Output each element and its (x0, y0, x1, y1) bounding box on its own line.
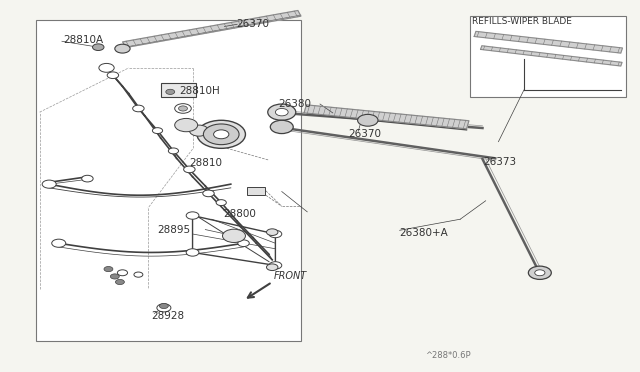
Circle shape (52, 239, 66, 247)
Circle shape (134, 272, 143, 277)
Circle shape (179, 106, 188, 111)
Polygon shape (474, 31, 623, 53)
Circle shape (168, 148, 179, 154)
Circle shape (535, 270, 545, 276)
Polygon shape (123, 10, 301, 48)
Circle shape (166, 89, 175, 94)
Circle shape (269, 230, 282, 238)
Circle shape (99, 63, 114, 72)
Circle shape (132, 105, 144, 112)
Circle shape (82, 175, 93, 182)
Circle shape (529, 266, 551, 279)
Bar (36, 20, 301, 341)
Circle shape (117, 270, 127, 276)
Bar (470, 16, 626, 97)
Circle shape (104, 266, 113, 272)
Text: 28810H: 28810H (179, 86, 220, 96)
Circle shape (157, 304, 171, 312)
Text: 26370: 26370 (349, 129, 381, 139)
Circle shape (266, 229, 278, 235)
Bar (246, 187, 264, 195)
Circle shape (159, 304, 168, 309)
Circle shape (94, 45, 102, 50)
Circle shape (152, 128, 163, 134)
Text: 28810: 28810 (189, 158, 222, 168)
Text: 28800: 28800 (223, 209, 256, 219)
Circle shape (110, 274, 119, 279)
Text: 26373: 26373 (483, 157, 516, 167)
Circle shape (107, 72, 118, 78)
Circle shape (203, 190, 214, 197)
Circle shape (189, 125, 209, 136)
Circle shape (268, 104, 296, 120)
Text: ^288*0.6P: ^288*0.6P (425, 350, 471, 360)
Circle shape (238, 240, 249, 247)
Circle shape (266, 264, 278, 270)
Circle shape (115, 44, 130, 53)
Circle shape (175, 118, 198, 132)
Text: 28810A: 28810A (63, 35, 103, 45)
Text: 26380+A: 26380+A (399, 228, 449, 238)
Circle shape (275, 109, 288, 116)
Text: 26380: 26380 (278, 99, 312, 109)
Circle shape (269, 262, 282, 269)
Circle shape (204, 124, 239, 145)
Circle shape (186, 212, 199, 219)
Circle shape (42, 180, 56, 188)
Circle shape (93, 44, 104, 51)
Circle shape (223, 229, 246, 243)
Circle shape (184, 166, 195, 173)
Text: REFILLS-WIPER BLADE: REFILLS-WIPER BLADE (472, 17, 572, 26)
Text: 28895: 28895 (157, 225, 191, 235)
Circle shape (216, 200, 227, 206)
Text: 28928: 28928 (151, 311, 184, 321)
Circle shape (186, 249, 199, 256)
Bar (161, 83, 196, 97)
Circle shape (214, 130, 229, 139)
Circle shape (115, 279, 124, 285)
Polygon shape (481, 46, 622, 66)
Circle shape (358, 114, 378, 126)
Text: FRONT: FRONT (274, 272, 307, 282)
Circle shape (270, 120, 293, 134)
Polygon shape (304, 105, 469, 129)
Circle shape (197, 120, 246, 148)
Text: 26370: 26370 (237, 19, 269, 29)
